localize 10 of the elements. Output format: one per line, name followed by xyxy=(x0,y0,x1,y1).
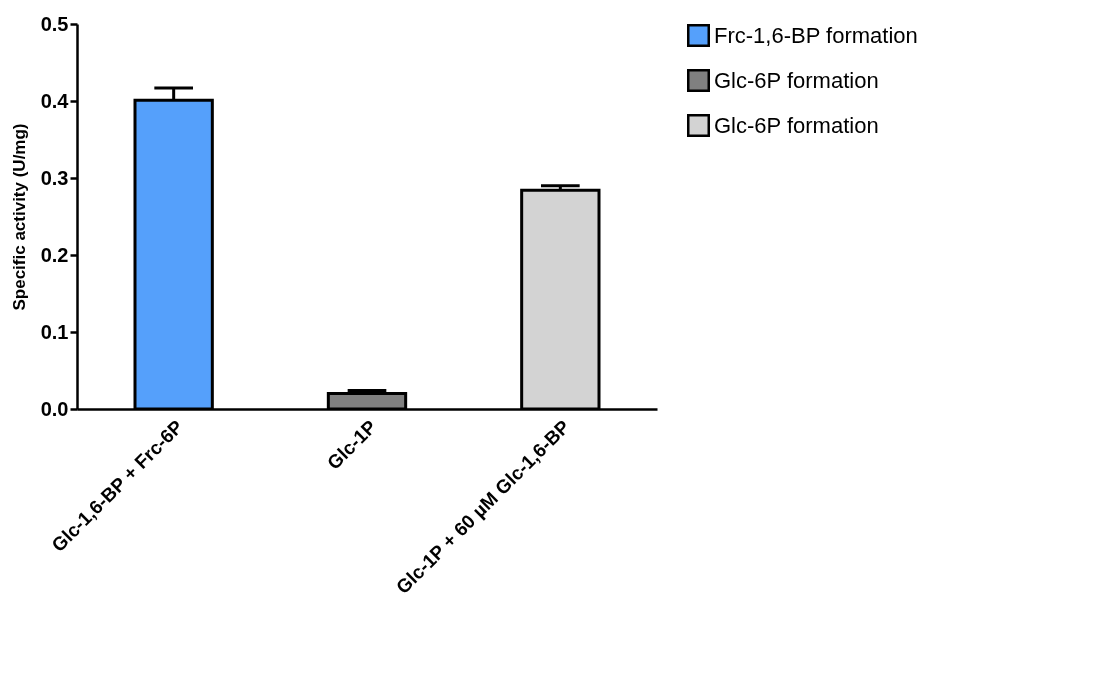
y-tick-label: 0.1 xyxy=(40,320,69,343)
legend-label: Frc-1,6-BP formation xyxy=(714,22,918,48)
y-tick-label: 0.3 xyxy=(40,166,69,189)
y-tick-label: 0.5 xyxy=(40,12,69,35)
legend-label: Glc-6P formation xyxy=(714,112,879,138)
y-tick-label: 0.2 xyxy=(40,243,69,266)
legend-label: Glc-6P formation xyxy=(714,67,879,93)
y-tick-label: 0.0 xyxy=(40,397,69,420)
y-axis-title: Specific activity (U/mg) xyxy=(9,123,29,311)
y-tick-label: 0.4 xyxy=(40,89,70,112)
